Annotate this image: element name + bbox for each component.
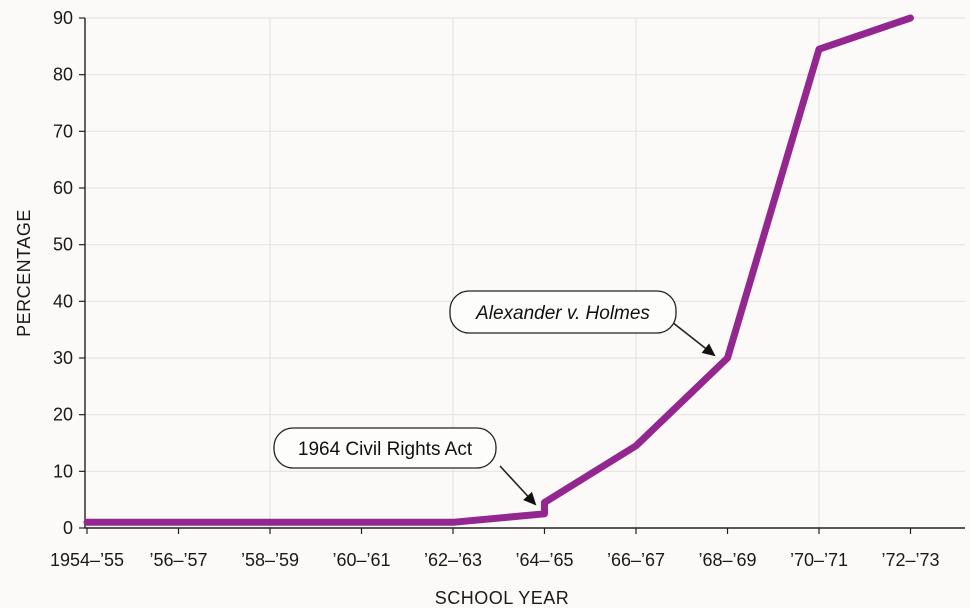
y-tick-label: 0	[63, 518, 73, 538]
x-tick-label: ’70–’71	[790, 550, 848, 570]
y-tick-label: 40	[53, 291, 73, 311]
grid	[85, 17, 965, 528]
x-tick-label: ’66–’67	[607, 550, 665, 570]
x-tick-label: ’60–’61	[332, 550, 390, 570]
axes	[84, 18, 965, 529]
x-tick-label: ’68–’69	[698, 550, 756, 570]
y-tick-label: 90	[53, 8, 73, 28]
annotation-arrow-head-icon	[523, 491, 537, 506]
x-tick-label: 1954–’55	[50, 550, 124, 570]
x-tick-label: ’64–’65	[515, 550, 573, 570]
y-ticks: 0 10 20 30 40 50 60 70 80 90	[53, 8, 85, 538]
annotation-box	[273, 427, 497, 469]
x-ticks: 1954–’55 ’56–’57 ’58–’59 ’60–’61 ’62–’63 ’64–…	[50, 528, 940, 570]
y-tick-label: 10	[53, 461, 73, 481]
y-tick-label: 30	[53, 348, 73, 368]
y-axis-title: PERCENTAGE	[14, 209, 34, 337]
y-tick-label: 60	[53, 178, 73, 198]
annotation-label: 1964 Civil Rights Act	[298, 439, 473, 460]
y-tick-label: 20	[53, 405, 73, 425]
annotation-label: Alexander v. Holmes	[475, 303, 650, 324]
series-layer	[83, 14, 914, 526]
y-tick-label: 80	[53, 65, 73, 85]
x-tick-label: ’56–’57	[149, 550, 207, 570]
y-tick-label: 50	[53, 235, 73, 255]
x-tick-label: ’58–’59	[241, 550, 299, 570]
x-tick-label: ’62–’63	[424, 550, 482, 570]
annotation-callout: Alexander v. Holmes	[449, 290, 716, 357]
x-tick-label: ’72–’73	[881, 550, 939, 570]
annotation-callout: 1964 Civil Rights Act	[273, 427, 537, 506]
annotation-box	[449, 290, 677, 334]
x-axis-title: SCHOOL YEAR	[435, 588, 570, 608]
annotations: 1964 Civil Rights Act Alexander v. Holmes	[273, 290, 716, 506]
series-line	[83, 14, 914, 526]
y-tick-label: 70	[53, 121, 73, 141]
annotation-arrow-head-icon	[701, 343, 716, 357]
